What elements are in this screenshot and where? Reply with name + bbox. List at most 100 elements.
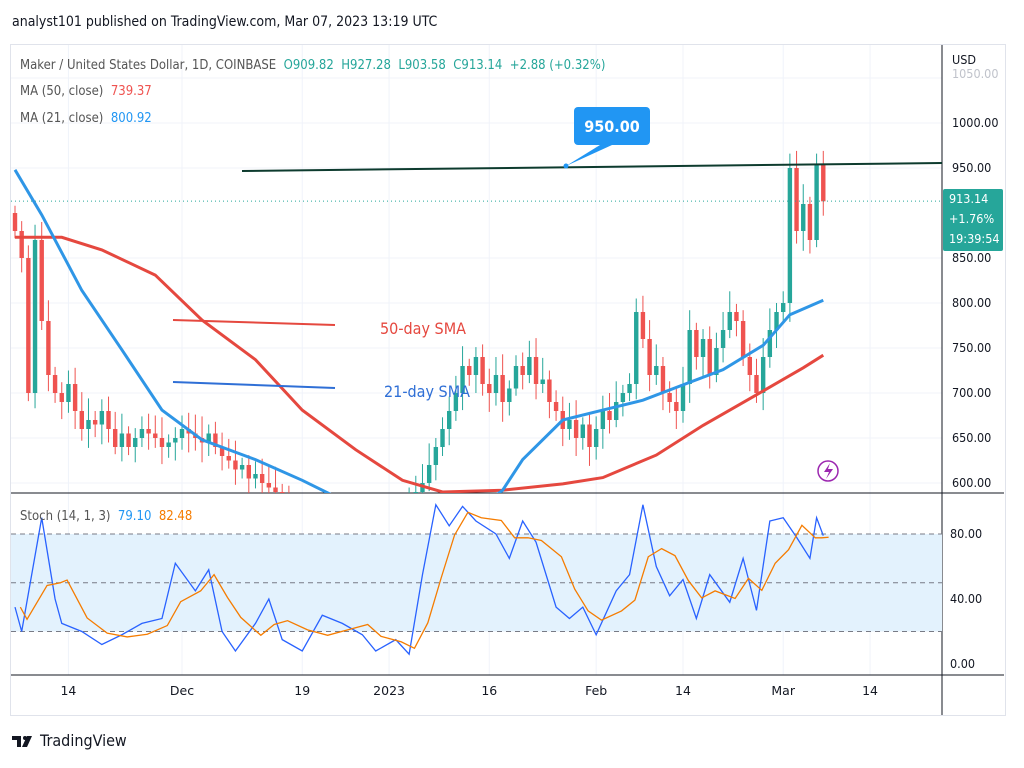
candle-down — [106, 411, 111, 429]
candle-down — [754, 375, 759, 393]
ohlc-close: C913.14 — [453, 58, 503, 73]
candle-up — [567, 420, 572, 429]
candle-down — [794, 168, 799, 231]
price-tick: 950.00 — [952, 160, 992, 175]
candle-up — [66, 384, 71, 402]
candle-up — [714, 348, 719, 375]
tradingview-logo-icon — [12, 735, 32, 747]
sma50-note[interactable]: 50-day SMA — [380, 319, 466, 338]
publish-info: analyst101 published on TradingView.com,… — [12, 14, 438, 30]
candle-up — [133, 438, 138, 447]
time-tick: 19 — [294, 683, 310, 698]
candle-up — [380, 528, 384, 533]
candle-up — [173, 438, 178, 443]
candle-up — [453, 393, 459, 411]
resistance-callout[interactable]: 950.00 — [574, 107, 650, 145]
tradingview-logo[interactable]: TradingView — [12, 731, 127, 750]
price-tick: 850.00 — [952, 250, 992, 265]
candle-up — [680, 384, 686, 411]
candle-down — [273, 487, 278, 492]
ohlc-high: H927.28 — [341, 58, 391, 73]
candle-down — [59, 393, 64, 402]
candle-down — [707, 339, 712, 375]
last-change: +1.76% — [949, 211, 995, 226]
sma21-note[interactable]: 21-day SMA — [384, 382, 470, 401]
price-tick: 1050.00 — [952, 66, 999, 81]
candle-down — [79, 411, 84, 429]
candle-up — [620, 393, 626, 402]
ohlc-low: L903.58 — [398, 58, 446, 73]
ohlc-open: O909.82 — [283, 58, 334, 73]
time-tick: 14 — [862, 683, 878, 698]
ma50-value: 739.37 — [110, 84, 152, 99]
candle-up — [32, 240, 38, 393]
candle-down — [153, 433, 158, 438]
candle-up — [614, 402, 619, 420]
stoch-tick: 0.00 — [950, 656, 976, 671]
candle-up — [787, 168, 793, 303]
ma21-line — [13, 169, 824, 493]
candle-up — [774, 312, 779, 330]
time-tick: Dec — [170, 683, 194, 698]
resistance-anchor — [563, 163, 569, 169]
candle-up — [513, 366, 519, 389]
lightning-bolt-icon — [824, 463, 833, 479]
candle-down — [647, 339, 652, 375]
candle-up — [580, 424, 585, 438]
candle-up — [139, 429, 145, 438]
candle-down — [259, 474, 265, 483]
bar-countdown: 19:39:54 — [949, 231, 1000, 246]
candle-up — [166, 442, 171, 447]
candle-up — [426, 465, 432, 483]
stoch-legend[interactable]: Stoch (14, 1, 3) 79.10 82.48 — [20, 509, 192, 524]
candle-down — [19, 231, 24, 258]
candle-up — [600, 411, 606, 429]
candle-down — [487, 384, 492, 393]
candle-down — [500, 375, 505, 402]
currency-label[interactable]: USD — [952, 52, 977, 67]
candle-up — [654, 366, 659, 375]
candle-down — [313, 519, 317, 528]
candle-down — [233, 460, 238, 470]
candle-down — [146, 429, 151, 434]
candle-down — [333, 528, 337, 533]
ma50-legend[interactable]: MA (50, close) 739.37 — [20, 84, 152, 99]
price-tick: 600.00 — [952, 475, 992, 490]
time-tick: 14 — [60, 683, 76, 698]
sma21-legend-line — [172, 381, 336, 389]
candle-up — [440, 429, 445, 447]
lightning-icon — [817, 460, 839, 482]
last-price: 913.14 — [949, 191, 989, 206]
candle-up — [760, 357, 766, 393]
candle-up — [507, 388, 512, 402]
symbol-name[interactable]: Maker / United States Dollar, 1D, COINBA… — [20, 58, 277, 73]
ma21-label: MA (21, close) — [20, 111, 104, 126]
last-price-badge: 913.14 +1.76% 19:39:54 — [943, 189, 1003, 251]
stoch-d-line — [19, 511, 829, 650]
candle-down — [553, 402, 559, 411]
candle-down — [667, 393, 672, 402]
candle-down — [266, 483, 272, 488]
ma50-label: MA (50, close) — [20, 84, 104, 99]
ma21-legend[interactable]: MA (21, close) 800.92 — [20, 111, 152, 126]
candle-down — [293, 510, 297, 519]
price-tick: 800.00 — [952, 295, 992, 310]
chart-frame[interactable] — [10, 44, 1006, 716]
candle-up — [433, 447, 439, 465]
candle-up — [801, 204, 806, 231]
candle-down — [821, 163, 826, 202]
candle-down — [287, 497, 291, 511]
candle-down — [640, 312, 646, 339]
stoch-k-value: 79.10 — [117, 509, 152, 524]
candle-down — [547, 379, 552, 402]
candle-up — [634, 312, 639, 384]
candle-up — [767, 330, 773, 357]
candle-down — [52, 375, 58, 393]
candle-down — [246, 465, 251, 479]
sma50-legend-line — [172, 319, 336, 326]
candle-down — [213, 433, 218, 447]
candle-down — [740, 321, 746, 357]
stoch-tick: 80.00 — [950, 526, 983, 541]
candle-down — [320, 528, 324, 533]
